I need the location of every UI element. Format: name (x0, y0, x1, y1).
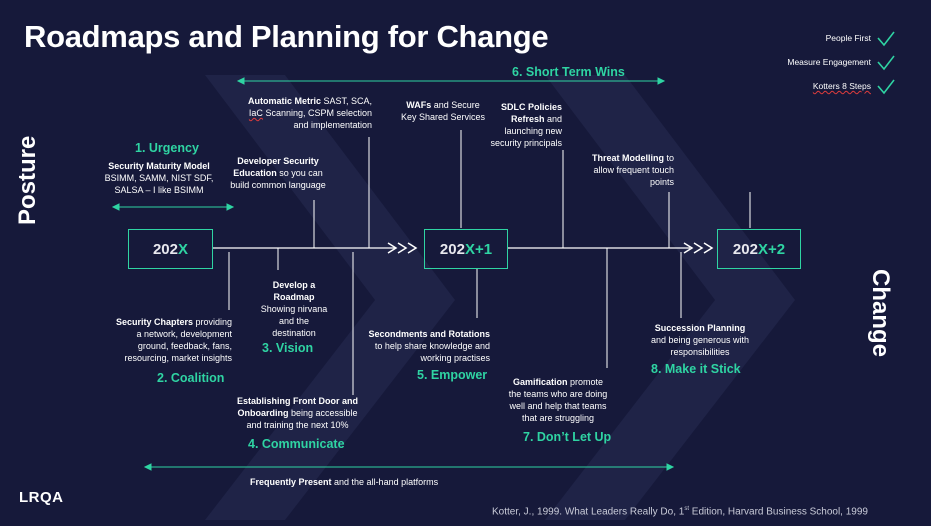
side-label-change: Change (867, 269, 894, 358)
check-icon-3 (877, 79, 895, 95)
check-icon-2 (877, 55, 895, 71)
milestone-202x1: 202 X+1 (424, 229, 508, 269)
note-frequently-present: Frequently Present and the all-hand plat… (250, 477, 439, 487)
legend-people-first: People First (825, 33, 871, 43)
note-sdlc-policies: SDLC Policies Refresh and launching new sec… (490, 102, 562, 148)
legend-measure-engagement: Measure Engagement (787, 57, 871, 67)
note-secondments: Secondments and Rotations to help share k… (368, 329, 490, 363)
bg-chevron-2 (545, 75, 795, 520)
lrqa-logo: LRQA (19, 489, 64, 506)
note-develop-roadmap: Develop a Roadmap Showing nirvana and the de… (260, 280, 328, 338)
step-2-coalition: 2. Coalition (157, 371, 225, 385)
step-5-empower: 5. Empower (417, 368, 488, 382)
note-automatic-metric: Automatic Metric SAST, SCA, IaC Scanning,… (247, 96, 372, 130)
note-threat-modelling: Threat Modelling to allow frequent touch p… (591, 153, 674, 187)
step-6-short-term-wins: 6. Short Term Wins (512, 65, 625, 79)
note-gamification: Gamification promote the teams who are do… (508, 377, 608, 423)
step-4-communicate: 4. Communicate (248, 437, 345, 451)
step-3-vision: 3. Vision (262, 341, 314, 355)
milestone-202x: 202 X (128, 229, 213, 269)
bg-chevron-1 (205, 75, 455, 520)
timeline-arrow-2 (683, 242, 694, 254)
citation: Kotter, J., 1999. What Leaders Really Do… (492, 506, 868, 518)
note-maturity-model: Security Maturity Model BSIMM, SAMM, NIST… (104, 161, 214, 195)
step-1-urgency: 1. Urgency (135, 141, 199, 155)
legend-kotters-8-steps: Kotters 8 Steps (812, 81, 871, 91)
timeline-arrow-1 (387, 242, 398, 254)
note-security-chapters: Security Chapters providing a network, de… (115, 317, 232, 363)
note-succession-planning: Succession Planning and being generous wi… (650, 323, 750, 357)
step-7-dont-let-up: 7. Don’t Let Up (523, 430, 612, 444)
note-wafs: WAFs and Secure Key Shared Services (400, 100, 486, 122)
page-title: Roadmaps and Planning for Change (24, 19, 549, 54)
check-icon-1 (877, 31, 895, 47)
note-developer-education: Developer Security Education so you can bu… (230, 156, 326, 190)
step-8-make-it-stick: 8. Make it Stick (651, 362, 741, 376)
note-front-door: Establishing Front Door and Onboarding be… (237, 396, 358, 430)
milestone-202x2: 202 X+2 (717, 229, 801, 269)
side-label-posture: Posture (14, 135, 41, 225)
